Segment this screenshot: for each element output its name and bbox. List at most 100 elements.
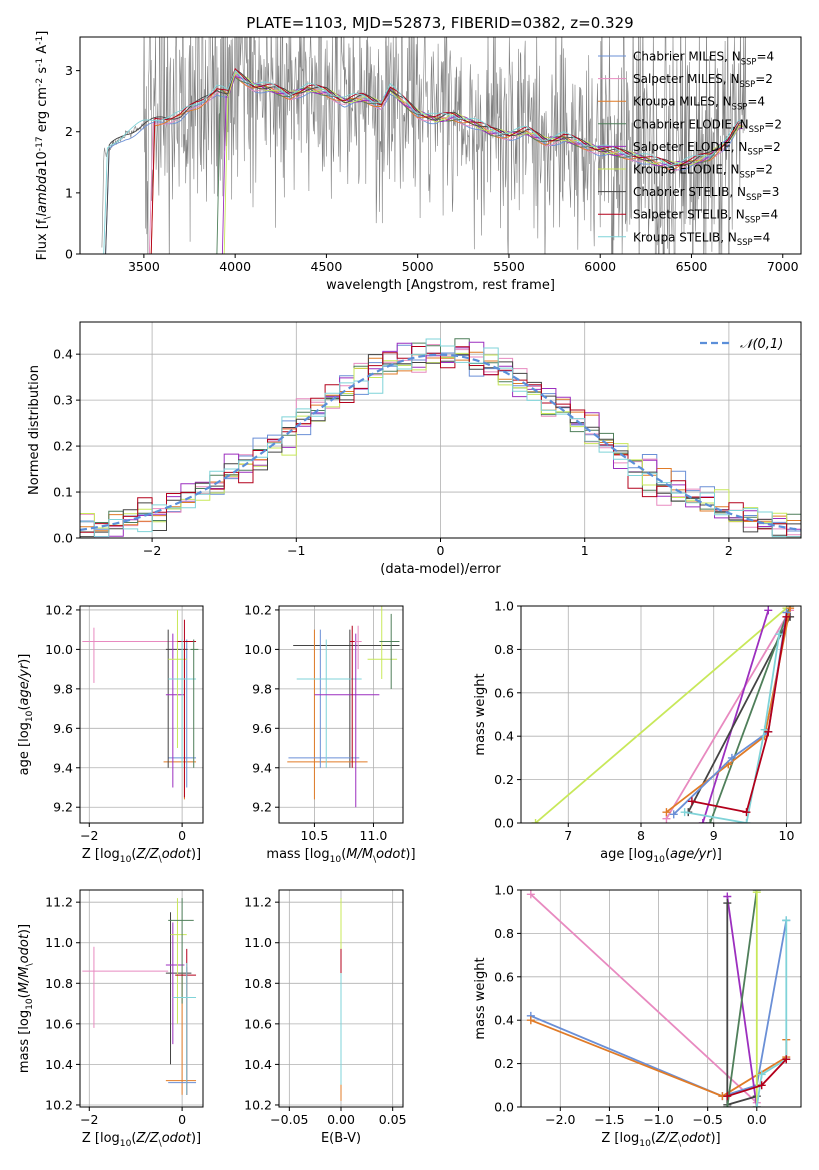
point-kroupa-stelib bbox=[168, 639, 197, 768]
weight-marker-salpeter-stelib bbox=[757, 1081, 766, 1090]
x-tick-label: 1 bbox=[581, 543, 589, 558]
point-chabrier-stelib bbox=[165, 912, 192, 1065]
y-tick-label: 11.2 bbox=[244, 895, 272, 910]
y-tick-label: 9.6 bbox=[252, 721, 272, 736]
x-tick-label: 0 bbox=[437, 543, 445, 558]
legend-label-kroupa-miles: Kroupa MILES, NSSP=4 bbox=[633, 95, 765, 112]
model-spectrum-kroupa-elodie bbox=[223, 72, 743, 254]
y-tick-label: 0.8 bbox=[494, 926, 514, 941]
axes-frame bbox=[520, 605, 802, 824]
weight-marker-kroupa-stelib bbox=[680, 808, 689, 817]
x-tick-label: 0.00 bbox=[327, 1112, 355, 1127]
point-salpeter-elodie bbox=[314, 633, 380, 808]
x-tick-label: 5500 bbox=[493, 259, 525, 274]
x-tick-label: 0 bbox=[178, 828, 186, 843]
y-tick-label: 11.2 bbox=[45, 895, 73, 910]
x-axis-label: Z [log10(Z/Z\odot)] bbox=[601, 1131, 720, 1149]
figure-title: PLATE=1103, MJD=52873, FIBERID=0382, z=0… bbox=[246, 14, 633, 32]
x-tick-label: −2 bbox=[143, 543, 161, 558]
x-tick-label: −1.0 bbox=[643, 1112, 673, 1127]
legend: Chabrier MILES, NSSP=4 Salpeter MILES, NS… bbox=[598, 50, 782, 247]
plot-area-residuals bbox=[80, 338, 801, 538]
plot-residuals: −2 −1 0 1 2 0.0 0.1 0.2 0.3 0.4 (data-model)/error… bbox=[27, 321, 802, 577]
y-tick-label: 0.2 bbox=[494, 772, 514, 787]
y-tick-label: 0.3 bbox=[53, 393, 73, 408]
y-axis-label: Flux [f\lambda10-17 erg cm-2 s-1 A-1] bbox=[35, 31, 53, 261]
y-tick-label: 9.8 bbox=[53, 681, 73, 696]
y-tick-label: 0.4 bbox=[494, 729, 514, 744]
x-tick-label: 4000 bbox=[219, 259, 251, 274]
point-kroupa-stelib bbox=[296, 639, 362, 768]
x-tick-label: 4500 bbox=[311, 259, 343, 274]
y-tick-label: 9.2 bbox=[53, 800, 73, 815]
y-tick-label: 0.0 bbox=[494, 1100, 514, 1115]
weight-marker-kroupa-miles bbox=[662, 808, 671, 817]
weight-marker-kroupa-stelib bbox=[757, 1070, 766, 1079]
weight-line-salpeter-miles bbox=[665, 609, 791, 820]
x-tick-label: 0.0 bbox=[747, 1112, 767, 1127]
weight-marker-chabrier-miles bbox=[669, 810, 678, 819]
weight-marker-salpeter-stelib bbox=[782, 612, 791, 621]
y-tick-label: 10.2 bbox=[244, 1097, 272, 1112]
plot-area-age-vs-mass bbox=[287, 606, 400, 808]
weight-line-salpeter-miles bbox=[530, 893, 758, 1104]
y-tick-label: 1.0 bbox=[494, 883, 514, 898]
weight-marker-salpeter-stelib bbox=[687, 797, 696, 806]
legend-label-salpeter-elodie: Salpeter ELODIE, NSSP=2 bbox=[633, 140, 781, 157]
weight-marker-chabrier-miles bbox=[727, 753, 736, 762]
legend-label-salpeter-stelib: Salpeter STELIB, NSSP=4 bbox=[633, 208, 778, 225]
y-tick-label: 10.2 bbox=[45, 602, 73, 617]
y-tick-label: 9.2 bbox=[252, 800, 272, 815]
plot-age-vs-mass: 10.5 11.0 9.2 9.4 9.6 9.8 10.0 10.2 mass [log10(… bbox=[244, 602, 415, 865]
plot-area-weight-vs-Z bbox=[526, 890, 791, 1107]
point-salpeter-miles bbox=[354, 625, 362, 670]
legend-label-kroupa-stelib: Kroupa STELIB, NSSP=4 bbox=[633, 230, 770, 247]
y-axis-label: Normed distribution bbox=[27, 365, 42, 495]
y-tick-label: 10.6 bbox=[45, 1016, 73, 1031]
y-tick-label: 10.0 bbox=[45, 642, 73, 657]
x-tick-label: 2 bbox=[725, 543, 733, 558]
weight-marker-kroupa-miles bbox=[786, 606, 795, 613]
y-tick-label: 0.0 bbox=[53, 531, 73, 546]
weight-marker-salpeter-stelib bbox=[764, 727, 773, 736]
y-tick-label: 0.6 bbox=[494, 685, 514, 700]
legend-label-chabrier-miles: Chabrier MILES, NSSP=4 bbox=[633, 50, 774, 67]
y-tick-label: 0.2 bbox=[53, 439, 73, 454]
y-tick-label: 2 bbox=[65, 124, 73, 139]
y-tick-label: 10.8 bbox=[244, 976, 272, 991]
plot-area-age-vs-Z bbox=[82, 609, 199, 800]
axes-frame bbox=[79, 889, 204, 1108]
weight-marker-kroupa-elodie bbox=[752, 890, 761, 897]
weight-line-chabrier-elodie bbox=[709, 606, 791, 823]
model-spectrum-kroupa-stelib bbox=[103, 69, 743, 254]
y-tick-label: 0.6 bbox=[494, 969, 514, 984]
y-tick-label: 1.0 bbox=[494, 599, 514, 614]
point-salpeter-stelib bbox=[175, 948, 197, 1095]
weight-line-kroupa-stelib bbox=[755, 920, 788, 1107]
weight-marker-salpeter-stelib bbox=[742, 808, 751, 817]
plot-age-vs-Z: −2 0 9.2 9.4 9.6 9.8 10.0 10.2 Z [log10(Z/Z\odot… bbox=[17, 602, 204, 865]
x-tick-label: 7 bbox=[564, 828, 572, 843]
point-chabrier-elodie bbox=[168, 898, 194, 1004]
weight-marker-kroupa-stelib bbox=[742, 819, 751, 823]
y-tick-label: 10.2 bbox=[45, 1097, 73, 1112]
point-kroupa-miles bbox=[287, 629, 368, 800]
point-salpeter-miles bbox=[82, 946, 169, 1028]
x-axis-label: wavelength [Angstrom, rest frame] bbox=[326, 278, 555, 293]
weight-line-kroupa-elodie bbox=[534, 607, 788, 823]
observed-spectrum bbox=[101, 37, 747, 254]
axes-frame bbox=[278, 605, 404, 824]
point-salpeter-miles bbox=[82, 627, 183, 683]
plot-spectrum: 3500 4000 4500 5000 5500 6000 6500 7000 0 1 2 3 wave… bbox=[35, 31, 802, 293]
weight-line-salpeter-elodie bbox=[701, 610, 770, 823]
y-tick-label: 10.6 bbox=[244, 1016, 272, 1031]
y-tick-label: 0.4 bbox=[53, 347, 73, 362]
x-tick-label: 0.05 bbox=[379, 1112, 407, 1127]
weight-marker-salpeter-elodie bbox=[698, 819, 707, 823]
x-axis-label: Z [log10(Z/Z\odot)] bbox=[82, 1131, 201, 1149]
y-axis-label: mass weight bbox=[473, 673, 488, 755]
y-axis-label: mass [log10(M/M\odot)] bbox=[17, 924, 35, 1073]
x-axis-label: age [log10(age/yr)] bbox=[600, 847, 722, 865]
y-tick-label: 1 bbox=[65, 185, 73, 200]
legend-label-normal: 𝒩(0,1) bbox=[740, 337, 783, 352]
